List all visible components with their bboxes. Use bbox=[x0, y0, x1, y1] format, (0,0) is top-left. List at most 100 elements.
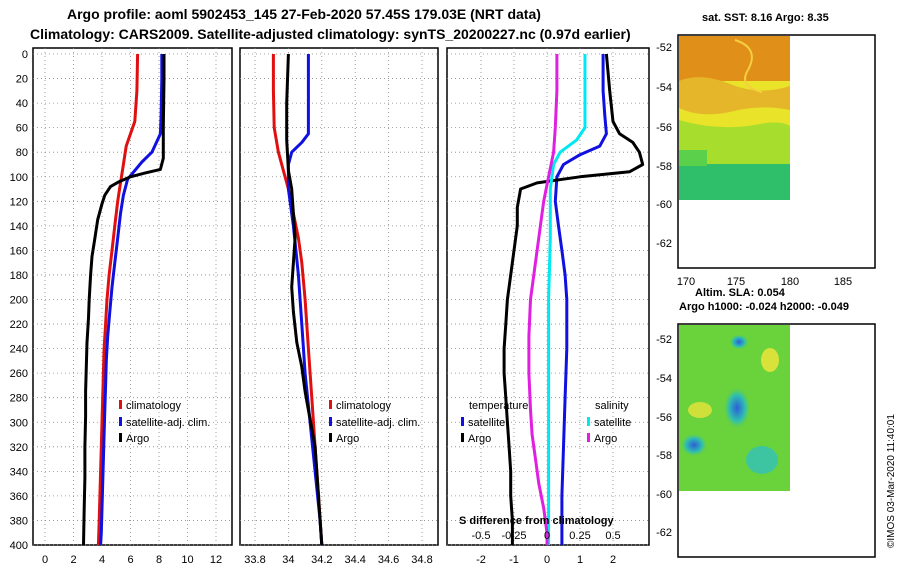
sst-lon-tick-label: 170 bbox=[677, 276, 695, 288]
series-line-salinity-satellite bbox=[547, 54, 587, 545]
sla-eddy-center bbox=[723, 386, 751, 430]
sst-lon-tick-label: 185 bbox=[834, 276, 852, 288]
temperature-tick-label: 6 bbox=[127, 554, 133, 566]
x-tick-labels: 0 2 4 6 8 10 12 33.8 34 34.2 34.4 34.6 34.8 -2 -1 0 1 2 bbox=[42, 554, 616, 566]
salinity-panel-frame bbox=[239, 47, 439, 546]
sst-lat-tick-label: -58 bbox=[656, 161, 672, 173]
depth-tick-label: 20 bbox=[16, 74, 28, 86]
temperature-tick-label: 10 bbox=[181, 554, 193, 566]
depth-tick-label: 380 bbox=[10, 515, 28, 527]
legend-swatch-climatology bbox=[119, 400, 122, 409]
sla-map bbox=[677, 323, 876, 558]
legend-swatch-satellite bbox=[119, 417, 122, 426]
legend-swatch-sal-argo bbox=[587, 433, 590, 442]
figure-title-line1: Argo profile: aoml 5902453_145 27-Feb-20… bbox=[67, 6, 541, 22]
legend-label-sal-argo: Argo bbox=[594, 433, 617, 445]
legend-swatch-temp-argo bbox=[461, 433, 464, 442]
legend-swatch-temp-satellite bbox=[461, 417, 464, 426]
depth-tick-label: 400 bbox=[10, 540, 28, 552]
salinity-difference-tick: -0.25 bbox=[501, 530, 526, 542]
sst-filament bbox=[734, 39, 763, 93]
legend-swatch-satellite bbox=[329, 417, 332, 426]
series-line-temperature-argo bbox=[502, 53, 645, 545]
difference-legend: temperature satellite Argo salinity sate… bbox=[461, 400, 631, 445]
sst-map bbox=[677, 34, 876, 269]
salinity-tick-label: 33.8 bbox=[244, 554, 265, 566]
legend-label-argo: Argo bbox=[126, 433, 149, 445]
sla-map-title-1: Altim. SLA: 0.054 bbox=[695, 287, 785, 299]
sla-lat-tick-label: -60 bbox=[656, 489, 672, 501]
temperature-tick-label: 4 bbox=[99, 554, 105, 566]
depth-tick-label: 240 bbox=[10, 344, 28, 356]
series-line-argo bbox=[82, 54, 166, 546]
legend-swatch-sal-satellite bbox=[587, 417, 590, 426]
depth-tick-label: 60 bbox=[16, 123, 28, 135]
series-line-argo bbox=[285, 53, 324, 546]
salinity-difference-tick-labels: -0.5 -0.25 0 0.25 0.5 bbox=[472, 530, 621, 542]
figure-title-line2: Climatology: CARS2009. Satellite-adjuste… bbox=[30, 26, 631, 42]
sla-eddy-north bbox=[729, 334, 749, 350]
sst-lat-tick-label: -52 bbox=[656, 42, 672, 54]
depth-tick-label: 140 bbox=[10, 221, 28, 233]
depth-tick-label: 0 bbox=[22, 49, 28, 61]
series-line-satellite-adj-clim- bbox=[99, 54, 164, 546]
legend-title-salinity: salinity bbox=[595, 400, 629, 412]
salinity-difference-axis-label: S difference from climatology bbox=[459, 515, 615, 527]
depth-tick-label: 180 bbox=[10, 270, 28, 282]
sla-lat-tick-label: -58 bbox=[656, 450, 672, 462]
depth-tick-label: 340 bbox=[10, 466, 28, 478]
depth-tick-label: 80 bbox=[16, 147, 28, 159]
depth-tick-label: 300 bbox=[10, 417, 28, 429]
legend-label-climatology: climatology bbox=[126, 400, 182, 412]
salinity-tick-label: 34.6 bbox=[378, 554, 399, 566]
salinity-tick-label: 34 bbox=[282, 554, 294, 566]
difference-tick-label: -2 bbox=[476, 554, 486, 566]
difference-tick-label: 0 bbox=[544, 554, 550, 566]
sst-warm-band bbox=[679, 36, 790, 81]
temperature-tick-label: 2 bbox=[70, 554, 76, 566]
sla-lat-tick-label: -54 bbox=[656, 373, 672, 385]
map-tick-labels: -52 -52 -54 -54 -56 -56 -58 -58 -60 -60 -62 -62 170 1… bbox=[656, 42, 852, 539]
sla-eddy-west bbox=[680, 433, 708, 457]
depth-tick-labels: 0 20 40 60 80 100 120 140 160 180 200 220 240 260 280 3… bbox=[10, 49, 28, 552]
sst-lat-tick-label: -56 bbox=[656, 122, 672, 134]
salinity-tick-label: 34.4 bbox=[344, 554, 365, 566]
sst-cold-patch bbox=[679, 150, 707, 166]
temperature-legend: climatology satellite-adj. clim. Argo bbox=[119, 400, 210, 445]
difference-tick-label: -1 bbox=[509, 554, 519, 566]
sla-high-north bbox=[761, 348, 779, 372]
sst-cold-band bbox=[679, 164, 790, 200]
legend-title-temperature: temperature bbox=[469, 400, 528, 412]
salinity-difference-tick: 0.25 bbox=[569, 530, 590, 542]
legend-swatch-argo bbox=[329, 433, 332, 442]
depth-tick-label: 280 bbox=[10, 393, 28, 405]
sla-low-south bbox=[746, 446, 778, 474]
salinity-difference-tick: 0.5 bbox=[605, 530, 620, 542]
depth-tick-label: 200 bbox=[10, 295, 28, 307]
difference-tick-label: 2 bbox=[610, 554, 616, 566]
depth-tick-label: 360 bbox=[10, 491, 28, 503]
sst-front bbox=[679, 77, 790, 115]
difference-tick-label: 1 bbox=[577, 554, 583, 566]
legend-label-temp-argo: Argo bbox=[468, 433, 491, 445]
legend-label-temp-satellite: satellite bbox=[468, 417, 505, 429]
salinity-difference-tick: 0 bbox=[544, 530, 550, 542]
sla-map-title-2: Argo h1000: -0.024 h2000: -0.049 bbox=[679, 301, 849, 313]
depth-tick-label: 260 bbox=[10, 368, 28, 380]
temperature-tick-label: 0 bbox=[42, 554, 48, 566]
sst-lon-tick-label: 180 bbox=[781, 276, 799, 288]
series-line-salinity-argo bbox=[527, 54, 559, 545]
legend-label-satellite: satellite-adj. clim. bbox=[126, 417, 210, 429]
sst-lat-tick-label: -60 bbox=[656, 199, 672, 211]
sst-lat-tick-label: -62 bbox=[656, 238, 672, 250]
sst-lon-tick-label: 175 bbox=[727, 276, 745, 288]
sla-lat-tick-label: -52 bbox=[656, 334, 672, 346]
legend-label-sal-satellite: satellite bbox=[594, 417, 631, 429]
sla-lat-tick-label: -62 bbox=[656, 527, 672, 539]
sst-map-title: sat. SST: 8.16 Argo: 8.35 bbox=[702, 12, 829, 24]
legend-label-argo: Argo bbox=[336, 433, 359, 445]
sla-high-west bbox=[688, 402, 712, 418]
temperature-tick-label: 8 bbox=[156, 554, 162, 566]
sla-lat-tick-label: -56 bbox=[656, 412, 672, 424]
